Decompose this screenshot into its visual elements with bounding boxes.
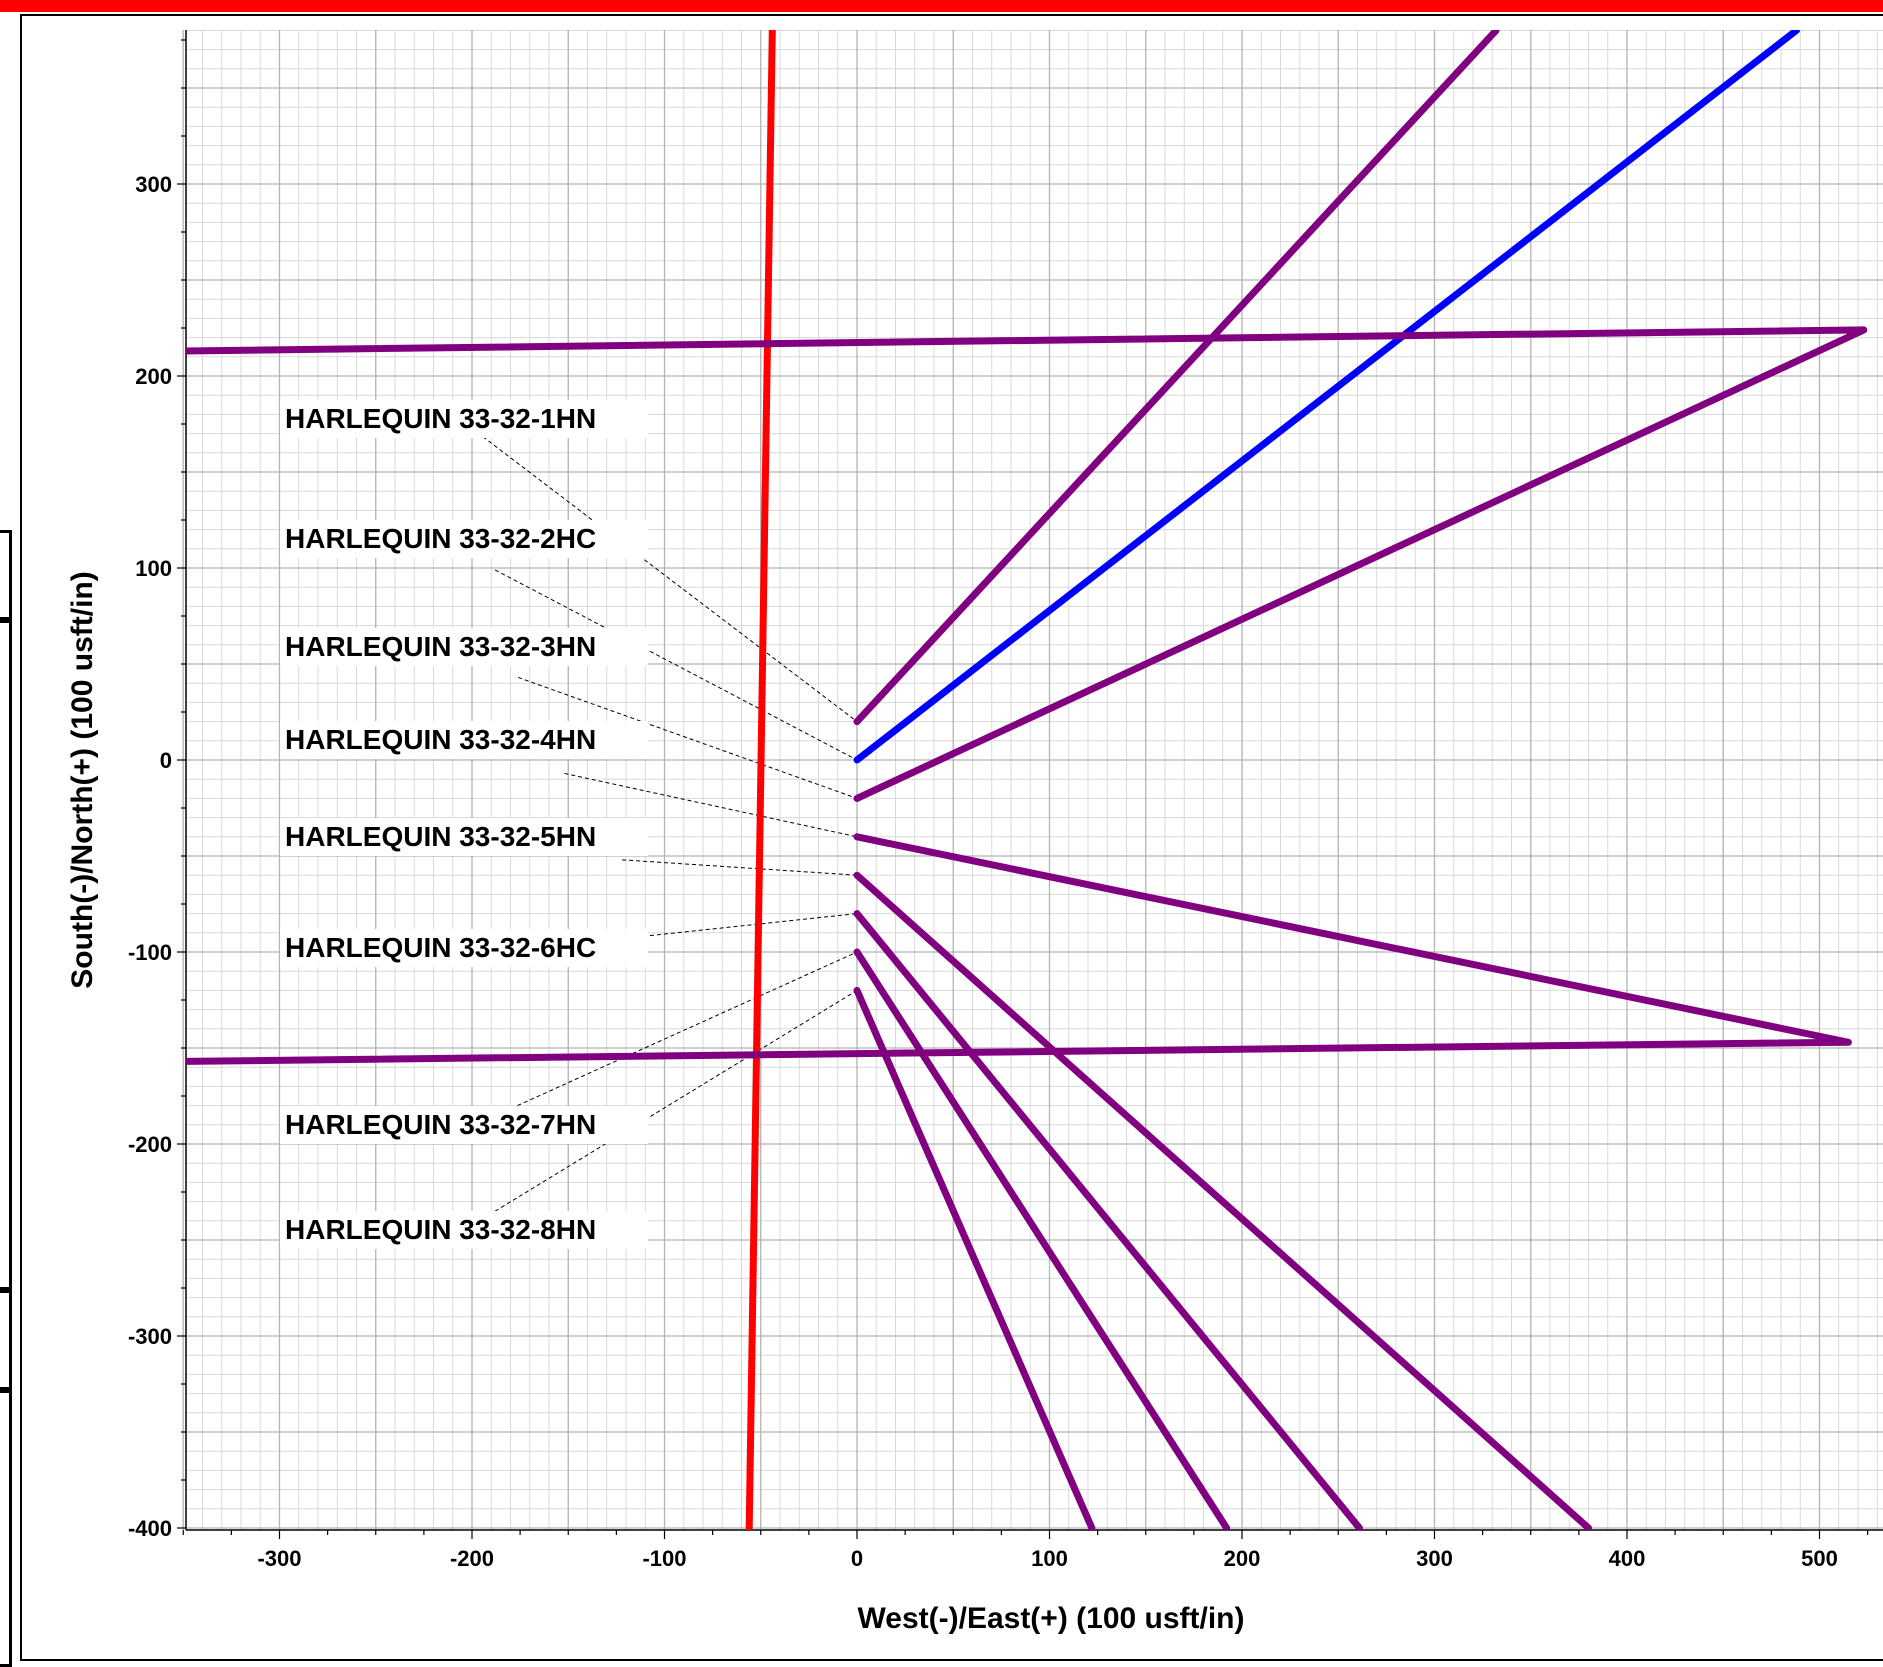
well-label: HARLEQUIN 33-32-6HC [285, 932, 596, 963]
offset-wellpath [186, 833, 1852, 1065]
y-tick-label: 200 [135, 364, 172, 389]
label-background [280, 1211, 648, 1249]
well-label: HARLEQUIN 33-32-7HN [285, 1109, 596, 1140]
y-tick-label: -200 [128, 1132, 172, 1157]
grid-minor [186, 29, 1883, 1530]
well-label: HARLEQUIN 33-32-4HN [285, 724, 596, 755]
offset-wellpath [853, 871, 1592, 1530]
well-label: HARLEQUIN 33-32-2HC [285, 523, 596, 554]
y-tick-label: 300 [135, 172, 172, 197]
y-tick-label: 100 [135, 556, 172, 581]
leader-line [504, 951, 858, 1112]
annotation-labels: HARLEQUIN 33-32-1HN HARLEQUIN 33-32-2HC HA… [280, 400, 648, 1249]
y-tick-label: -400 [128, 1516, 172, 1541]
well-label: HARLEQUIN 33-32-5HN [285, 821, 596, 852]
leader-line [622, 913, 858, 940]
offset-wellpath [186, 326, 1868, 802]
x-tick-label: 0 [851, 1546, 863, 1571]
top-red-bar [0, 0, 1883, 12]
series [186, 30, 1868, 1530]
well-label: HARLEQUIN 33-32-8HN [285, 1214, 596, 1245]
leader-line [622, 859, 858, 876]
left-panel-edge [0, 1290, 12, 1390]
offset-wellpath [853, 948, 1231, 1530]
x-tick-label: 100 [1031, 1546, 1068, 1571]
reference-line [745, 30, 776, 1530]
x-tick-label: 500 [1801, 1546, 1838, 1571]
y-axis-label: South(-)/North(+) (100 usft/in) [66, 571, 99, 988]
left-panel-edge [0, 620, 12, 1290]
y-tick-label: -100 [128, 940, 172, 965]
primary-wellpath [853, 30, 1800, 764]
leader-line [494, 569, 858, 761]
label-background [280, 628, 648, 666]
x-tick-label: 200 [1224, 1546, 1261, 1571]
leader-line [564, 772, 858, 838]
label-background [280, 929, 648, 967]
label-background [280, 818, 648, 856]
leader-line [518, 676, 858, 799]
ticks: -300 -200 -100 0 100 200 300 400 500 -400 -300 -200… [128, 39, 1869, 1571]
left-panel-edge [0, 530, 12, 620]
leader-line [494, 989, 858, 1212]
label-background [280, 721, 648, 759]
x-axis-label: West(-)/East(+) (100 usft/in) [858, 1602, 1245, 1635]
y-tick-label: 0 [160, 748, 172, 773]
x-tick-label: 400 [1609, 1546, 1646, 1571]
offset-wellpath [853, 30, 1500, 726]
well-label: HARLEQUIN 33-32-1HN [285, 403, 596, 434]
well-label: HARLEQUIN 33-32-3HN [285, 631, 596, 662]
label-background [280, 520, 648, 558]
leader-lines [465, 423, 858, 1212]
chart-frame [20, 14, 1883, 1661]
grid-major [182, 30, 1883, 1530]
left-panel-edge [0, 1390, 12, 1667]
label-background [280, 400, 648, 438]
x-tick-label: 300 [1416, 1546, 1453, 1571]
label-background [280, 1106, 648, 1144]
leader-line [465, 423, 858, 722]
axes [185, 30, 1883, 1531]
x-tick-label: -100 [642, 1546, 686, 1571]
offset-wellpath [853, 986, 1096, 1530]
x-tick-label: -300 [257, 1546, 301, 1571]
y-tick-label: -300 [128, 1324, 172, 1349]
offset-wellpath [853, 910, 1363, 1530]
x-tick-label: -200 [450, 1546, 494, 1571]
